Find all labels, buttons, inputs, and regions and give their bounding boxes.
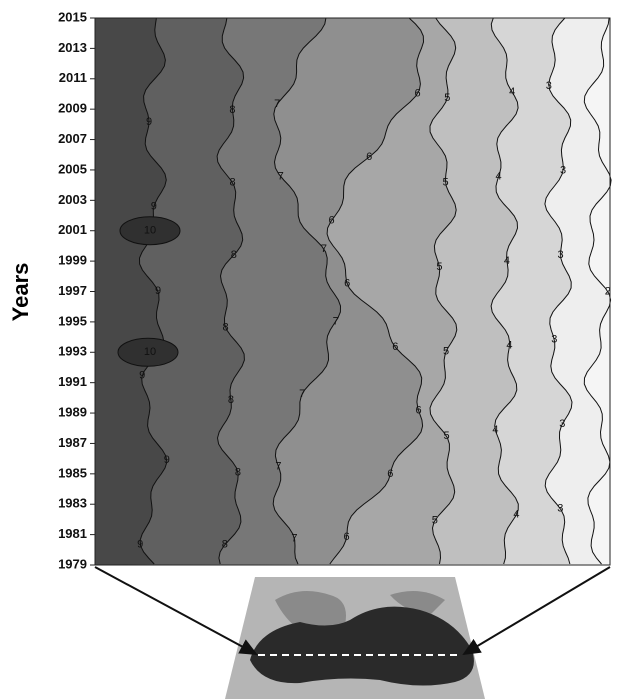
y-tick-label: 1991 (58, 374, 87, 389)
contour-label: 3 (557, 249, 563, 261)
contour-label: 8 (228, 394, 234, 406)
contour-label: 4 (504, 255, 510, 267)
contour-label: 8 (223, 321, 229, 333)
contour-label: 4 (492, 424, 498, 436)
contour-label: 9 (151, 201, 157, 213)
contour-label: 6 (387, 468, 393, 480)
contour-label: 9 (137, 539, 143, 551)
contour-plot: 9 9 9 9 9 9 8 8 8 8 8 8 8 7 7 7 7 7 7 7 6 6 6 6 6 6 6 6 5 5 5 5 5 5 4 4 4 4 4 4… (95, 18, 611, 565)
contour-label: 6 (344, 531, 350, 543)
contour-label: 10 (144, 225, 156, 237)
y-tick-label: 1999 (58, 253, 87, 268)
contour-label: 5 (436, 261, 442, 273)
y-tick-label: 2011 (59, 70, 87, 85)
contour-label: 7 (274, 98, 280, 110)
y-tick-label: 1981 (58, 526, 87, 541)
contour-label: 5 (444, 92, 450, 104)
contour-label: 4 (513, 509, 519, 521)
contour-label: 7 (291, 533, 297, 545)
contour-label: 3 (560, 165, 566, 177)
contour-label: 6 (392, 341, 398, 353)
contour-label: 6 (415, 404, 421, 416)
y-tick-label: 1995 (58, 313, 87, 328)
arrow (95, 567, 256, 654)
y-tick-label: 2013 (58, 40, 87, 55)
contour-label: 8 (235, 466, 241, 478)
y-tick-label: 1997 (58, 283, 87, 298)
contour-label: 7 (321, 243, 327, 255)
figure: 9 9 9 9 9 9 8 8 8 8 8 8 8 7 7 7 7 7 7 7 6 6 6 6 6 6 6 6 5 5 5 5 5 5 4 4 4 4 4 4… (0, 0, 626, 699)
contour-label: 9 (164, 454, 170, 466)
contour-label: 3 (559, 418, 565, 430)
y-tick-label: 2001 (58, 222, 87, 237)
contour-label: 5 (432, 515, 438, 527)
contour-label: 7 (299, 388, 305, 400)
map-inset (95, 567, 610, 699)
contour-label: 6 (344, 278, 350, 290)
y-tick-label: 1987 (58, 435, 87, 450)
contour-label: 8 (229, 177, 235, 189)
contour-label: 8 (229, 104, 235, 116)
y-tick-label: 2015 (58, 9, 87, 24)
contour-label: 3 (557, 503, 563, 515)
contour-label: 6 (415, 88, 421, 100)
page: {"chart_data": {"type": "contour", "y_la… (0, 0, 626, 699)
contour-label: 3 (551, 334, 557, 346)
y-axis-label: Years (8, 263, 33, 322)
contour-label: 9 (155, 285, 161, 297)
contour-label: 6 (329, 214, 335, 226)
contour-label: 7 (333, 315, 339, 327)
contour-label: 9 (139, 370, 145, 382)
contour-label: 7 (278, 171, 284, 183)
contour-label: 5 (442, 177, 448, 189)
contour-label: 9 (146, 116, 152, 128)
contour-label: 7 (275, 460, 281, 472)
contour-label: 4 (506, 340, 512, 352)
contour-label: 6 (366, 151, 372, 163)
y-tick-label: 1993 (58, 344, 87, 359)
arrow (464, 567, 610, 654)
contour-label: 5 (443, 346, 449, 358)
y-tick-label: 2007 (58, 131, 87, 146)
y-tick-label: 1985 (58, 465, 87, 480)
y-tick-label: 1989 (58, 404, 87, 419)
y-tick-label: 2005 (58, 161, 87, 176)
y-tick-label: 2009 (58, 101, 87, 116)
contour-label: 4 (496, 171, 502, 183)
contour-label: 4 (509, 86, 515, 98)
contour-label: 8 (222, 539, 228, 551)
y-tick-label: 1983 (58, 496, 87, 511)
y-tick-label: 2003 (58, 192, 87, 207)
y-tick-label: 1979 (58, 556, 87, 571)
contour-label: 10 (144, 346, 156, 358)
contour-label: 3 (546, 80, 552, 92)
contour-label: 5 (443, 430, 449, 442)
contour-label: 8 (231, 249, 237, 261)
